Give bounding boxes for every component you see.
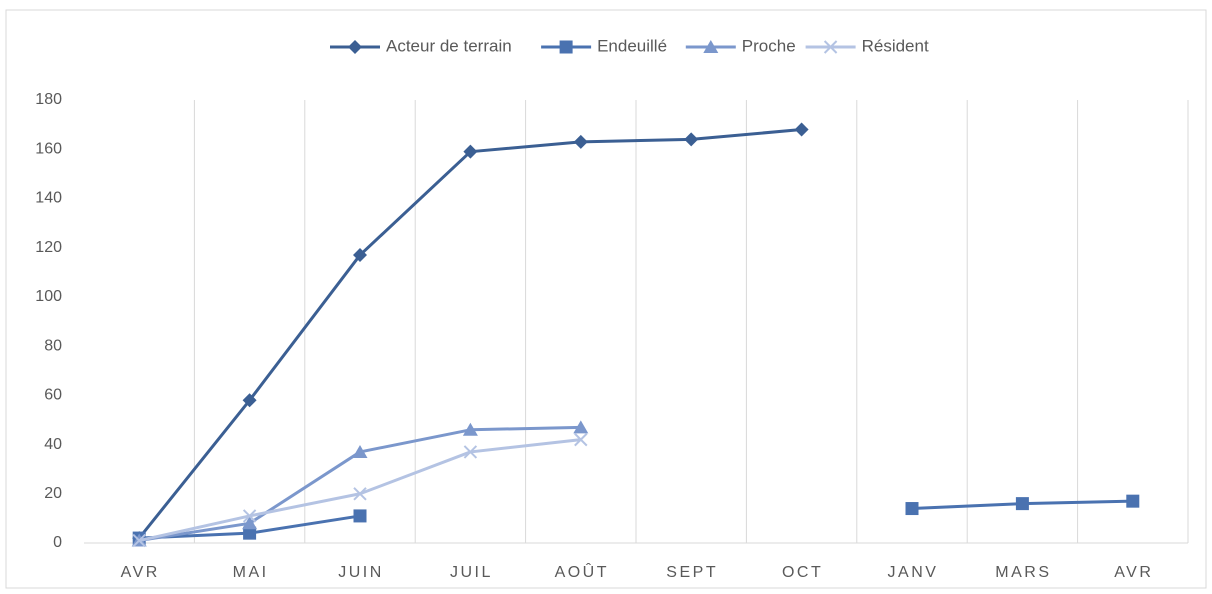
x-tick-label: JUIL (450, 564, 493, 581)
marker (573, 420, 589, 434)
legend-label: Acteur de terrain (386, 36, 512, 55)
marker (353, 509, 367, 523)
marker (794, 122, 809, 137)
marker (348, 40, 362, 54)
marker (1126, 494, 1140, 508)
y-tick-label: 80 (44, 337, 62, 354)
marker (132, 533, 146, 548)
x-tick-label: MAI (233, 564, 269, 581)
legend-label: Proche (742, 36, 796, 55)
y-tick-label: 40 (44, 436, 62, 453)
marker (905, 502, 919, 516)
marker (463, 144, 478, 159)
marker (684, 132, 699, 147)
x-tick-label: JANV (888, 564, 939, 581)
marker (242, 516, 258, 530)
x-tick-label: MARS (995, 564, 1051, 581)
x-tick-label: AOÛT (555, 562, 609, 581)
marker (242, 509, 257, 523)
x-tick-label: AVR (1114, 564, 1153, 581)
marker (559, 40, 573, 54)
x-tick-label: JUIN (338, 564, 384, 581)
y-tick-label: 120 (35, 239, 62, 256)
legend-item: Proche (685, 36, 796, 55)
y-tick-label: 100 (35, 288, 62, 305)
marker (574, 432, 588, 447)
x-tick-label: OCT (782, 564, 823, 581)
marker (573, 134, 588, 149)
marker (823, 40, 838, 54)
y-tick-label: 60 (44, 387, 62, 404)
y-tick-label: 180 (35, 91, 62, 108)
marker (463, 445, 478, 459)
y-tick-label: 160 (35, 140, 62, 157)
x-tick-label: SEPT (666, 564, 718, 581)
marker (242, 393, 257, 408)
x-tick-label: AVR (121, 564, 160, 581)
y-tick-label: 0 (53, 534, 62, 551)
marker (1015, 497, 1029, 511)
marker (703, 40, 719, 53)
marker (353, 248, 367, 263)
y-tick-label: 140 (35, 190, 62, 207)
marker (352, 444, 368, 458)
legend-item: Résident (805, 36, 929, 55)
y-tick-label: 20 (44, 485, 62, 502)
chart-border (5, 9, 1207, 589)
marker (353, 487, 367, 501)
legend-label: Résident (862, 36, 929, 55)
legend: Acteur de terrain Endeuillé Proche Résident (330, 36, 929, 55)
legend-item: Endeuillé (541, 36, 667, 55)
legend-item: Acteur de terrain (330, 36, 512, 55)
marker (243, 526, 257, 540)
marker (462, 422, 478, 436)
legend-label: Endeuillé (597, 36, 667, 55)
